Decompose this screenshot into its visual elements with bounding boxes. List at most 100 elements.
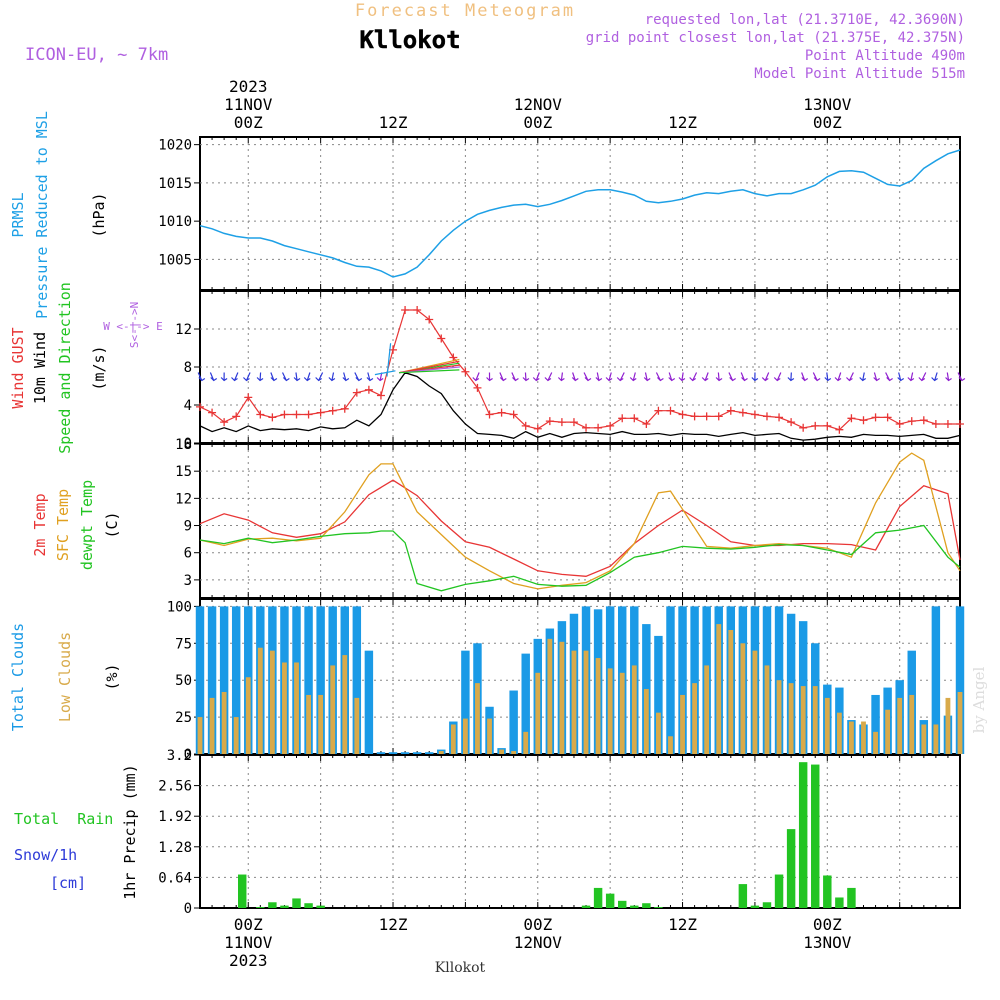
clouds-panel: 0 25 50 75 100 — [167, 598, 965, 763]
low-cloud-bar — [475, 683, 480, 754]
clouds-ytick-label: 25 — [175, 710, 192, 726]
wind-direction-arrow — [918, 372, 927, 382]
gust-line — [199, 309, 960, 431]
wind-dir-label: Speed and Direction — [56, 282, 74, 454]
total-cloud-bar — [521, 653, 530, 754]
precip-bar — [238, 874, 247, 908]
gust-marker — [847, 414, 856, 423]
bottom-date-label: 12NOV — [514, 933, 563, 952]
wind-direction-arrow — [846, 372, 854, 382]
wind-direction-arrow — [231, 372, 239, 382]
low-cloud-bar — [776, 680, 782, 754]
gust-marker — [690, 412, 699, 421]
gust-marker — [569, 418, 578, 427]
gust-marker — [907, 417, 916, 426]
precip-ytick-label: 1.28 — [158, 840, 192, 856]
top-year-label: 2023 — [229, 77, 268, 96]
gust-marker — [931, 420, 940, 428]
temp-ytick-label: 15 — [175, 464, 192, 480]
low-cloud-bar — [330, 665, 336, 754]
low-cloud-bar — [209, 697, 215, 754]
low-cloud-bar — [499, 749, 504, 754]
wind-direction-arrow — [643, 372, 651, 382]
top-hour-label: 00Z — [523, 113, 552, 132]
top-hour-label: 12Z — [668, 113, 697, 132]
wind-direction-arrow — [629, 372, 637, 382]
precip-frame — [199, 754, 961, 909]
temp-ytick-label: 9 — [184, 519, 192, 535]
gust-marker — [328, 406, 337, 415]
low-cloud-bar — [233, 717, 239, 754]
wind-direction-arrow — [897, 372, 905, 382]
dewpoint-line — [199, 524, 961, 592]
requested-coords: requested lon,lat (21.3710E, 42.3690N) — [645, 12, 965, 28]
rain-label: Total Rain — [14, 810, 113, 828]
temp-ytick-label: 6 — [184, 546, 192, 562]
wind-panel: 0 4 8 12 — [175, 290, 966, 452]
bottom-hour-label: 00Z — [523, 915, 552, 934]
precip-bar — [823, 875, 832, 908]
wind-direction-arrow — [270, 372, 278, 382]
precip-panel: 0 0.64 1.28 1.92 2.56 3.2 — [158, 748, 961, 917]
precip-bar — [738, 884, 748, 908]
temp-ytick-label: 12 — [175, 491, 192, 507]
low-cloud-bar — [909, 694, 915, 754]
wind-direction-arrow — [885, 372, 893, 382]
precip-bar — [774, 874, 784, 908]
wind-gust-label: Wind GUST — [9, 327, 27, 408]
gust-marker — [533, 424, 542, 433]
wind-direction-arrow — [740, 372, 748, 382]
precip-bar — [811, 764, 820, 908]
gust-marker — [521, 421, 530, 430]
low-cloud-bar — [257, 647, 263, 754]
gust-marker — [787, 418, 796, 427]
bottom-hour-label: 00Z — [813, 915, 842, 934]
bottom-hour-label: 12Z — [379, 915, 408, 934]
gust-marker — [642, 420, 651, 428]
pressure-ytick-label: 1010 — [158, 214, 192, 230]
total-cloud-bar — [364, 650, 374, 754]
wind-direction-arrow — [957, 372, 966, 382]
precip-ytick-label: 3.2 — [167, 748, 192, 764]
wind-direction-arrow — [499, 372, 507, 382]
wind-direction-arrow — [773, 372, 782, 382]
gust-marker — [762, 412, 771, 421]
total-cloud-bar — [388, 752, 398, 754]
pressure-label-2: Pressure Reduced to MSL — [33, 111, 51, 319]
gust-marker — [232, 412, 241, 421]
gust-marker — [666, 406, 675, 415]
wind-direction-arrow — [354, 372, 363, 382]
low-cloud-bar — [294, 662, 299, 754]
gust-marker — [606, 421, 615, 430]
gust-marker — [473, 383, 482, 392]
precip-bar — [642, 903, 651, 908]
low-cloud-bar — [692, 683, 698, 754]
wind-direction-arrow — [472, 372, 480, 382]
top-hour-label: 12Z — [379, 113, 408, 132]
total-cloud-bar — [400, 752, 410, 754]
gust-marker — [714, 412, 723, 421]
temp-frame — [199, 443, 961, 599]
gust-marker — [618, 414, 627, 423]
low-cloud-bar — [921, 724, 927, 754]
wind-direction-arrow — [907, 372, 915, 382]
snow-label: Snow/1h — [14, 846, 77, 864]
temp-ytick-label: 3 — [184, 573, 192, 589]
precip-bar — [786, 829, 796, 908]
wind-direction-arrow — [668, 372, 676, 382]
gust-marker — [340, 404, 349, 413]
bottom-hour-label: 12Z — [668, 915, 697, 934]
gust-marker — [883, 413, 892, 422]
low-cloud-bar — [885, 709, 891, 754]
low-cloud-bar — [668, 736, 673, 754]
gust-marker — [726, 406, 735, 415]
pressure-ytick-label: 1015 — [158, 176, 192, 192]
wind-direction-arrow — [256, 372, 264, 382]
wind-direction-arrow — [728, 372, 736, 382]
precip-ytick-label: 2.56 — [158, 779, 192, 795]
low-cloud-bar — [740, 643, 746, 754]
wind-direction-arrow — [366, 372, 374, 382]
precip-bar — [605, 893, 615, 908]
